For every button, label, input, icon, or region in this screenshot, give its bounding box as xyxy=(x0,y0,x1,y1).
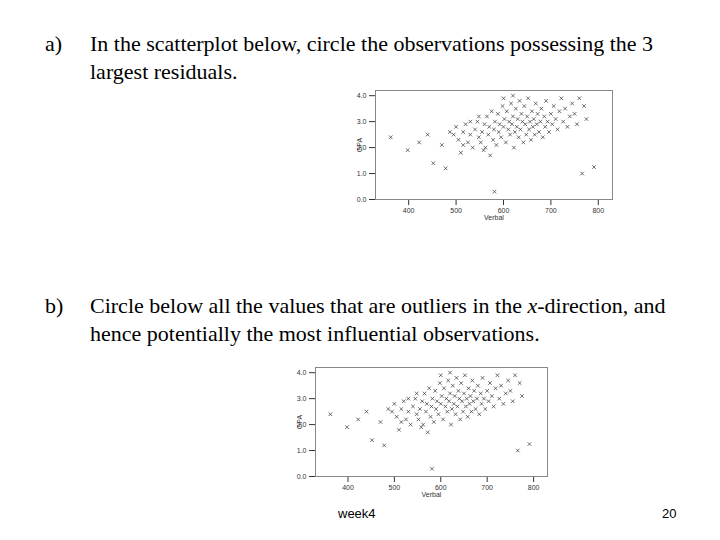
svg-text:3.0: 3.0 xyxy=(297,395,307,402)
svg-text:0.0: 0.0 xyxy=(297,473,307,480)
svg-text:1.0: 1.0 xyxy=(357,170,367,177)
html-text:b): b) xyxy=(45,293,64,318)
svg-text:1.0: 1.0 xyxy=(297,447,307,454)
svg-text:500: 500 xyxy=(450,207,462,214)
html-text:a): a) xyxy=(45,31,63,56)
html-text:week4: week4 xyxy=(338,506,376,521)
svg-text:GPA: GPA xyxy=(356,138,363,153)
svg-text:700: 700 xyxy=(545,207,557,214)
svg-text:700: 700 xyxy=(481,484,493,491)
svg-text:400: 400 xyxy=(403,207,415,214)
svg-text:500: 500 xyxy=(389,484,401,491)
svg-text:Verbal: Verbal xyxy=(422,491,442,498)
html-text:Circle below all the values th: Circle below all the values that are out… xyxy=(90,293,666,346)
svg-text:800: 800 xyxy=(528,484,540,491)
svg-text:GPA: GPA xyxy=(296,415,303,430)
svg-text:3.0: 3.0 xyxy=(357,118,367,125)
svg-text:Verbal: Verbal xyxy=(484,214,504,221)
svg-text:400: 400 xyxy=(342,484,354,491)
svg-text:600: 600 xyxy=(434,484,447,492)
svg-text:4.0: 4.0 xyxy=(297,369,307,376)
svg-text:0.0: 0.0 xyxy=(357,196,367,203)
svg-text:600: 600 xyxy=(497,207,510,215)
html-text:In the scatterplot below, circ: In the scatterplot below, circle the obs… xyxy=(90,31,654,84)
svg-text:800: 800 xyxy=(592,207,604,214)
svg-text:4.0: 4.0 xyxy=(357,92,367,99)
html-text:20: 20 xyxy=(662,506,677,521)
